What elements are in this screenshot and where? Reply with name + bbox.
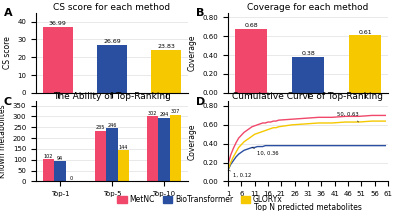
- Bar: [170, 115, 181, 181]
- Text: 102: 102: [44, 154, 53, 159]
- Bar: [349, 35, 381, 93]
- Bar: [43, 159, 54, 181]
- Y-axis label: Coverage: Coverage: [188, 35, 197, 71]
- Bar: [235, 29, 267, 93]
- Title: Cumulative Curve of Top-Ranking: Cumulative Curve of Top-Ranking: [232, 92, 384, 100]
- Bar: [54, 161, 66, 181]
- Y-axis label: Known metabolites: Known metabolites: [0, 105, 7, 178]
- Bar: [97, 45, 127, 93]
- Text: 0.68: 0.68: [244, 23, 258, 28]
- Bar: [95, 131, 106, 181]
- Text: 94: 94: [57, 156, 63, 161]
- Text: 1, 0.12: 1, 0.12: [228, 170, 252, 178]
- Text: C: C: [4, 97, 12, 107]
- Text: 302: 302: [148, 111, 157, 116]
- Y-axis label: CS score: CS score: [3, 36, 12, 69]
- Text: 0.61: 0.61: [358, 30, 372, 35]
- Text: D: D: [196, 97, 205, 107]
- Title: The Ability of Top-Ranking: The Ability of Top-Ranking: [53, 92, 171, 100]
- Text: 0: 0: [70, 176, 73, 181]
- Text: B: B: [196, 8, 204, 18]
- Bar: [43, 27, 73, 93]
- Text: 235: 235: [96, 125, 105, 130]
- Title: Coverage for each method: Coverage for each method: [247, 3, 369, 12]
- Text: 26.69: 26.69: [103, 39, 121, 44]
- Text: 294: 294: [159, 112, 168, 117]
- Bar: [158, 118, 170, 181]
- Text: A: A: [4, 8, 13, 18]
- Text: 0.38: 0.38: [301, 51, 315, 56]
- Text: 307: 307: [171, 110, 180, 115]
- Bar: [118, 150, 129, 181]
- Text: 144: 144: [119, 145, 128, 150]
- Legend: MetNC, BioTransformer, GLORYx: MetNC, BioTransformer, GLORYx: [114, 192, 286, 207]
- Bar: [151, 50, 181, 93]
- Title: CS score for each method: CS score for each method: [54, 3, 170, 12]
- Text: 36.99: 36.99: [49, 21, 67, 26]
- X-axis label: Top N predicted metabolites: Top N predicted metabolites: [254, 203, 362, 211]
- Y-axis label: Coverage: Coverage: [188, 123, 197, 160]
- Text: 10, 0.36: 10, 0.36: [252, 147, 279, 156]
- Bar: [106, 128, 118, 181]
- Bar: [147, 116, 158, 181]
- Text: 50, 0.63: 50, 0.63: [337, 111, 359, 122]
- Text: 246: 246: [107, 123, 117, 128]
- Bar: [292, 57, 324, 93]
- Text: 23.83: 23.83: [157, 45, 175, 50]
